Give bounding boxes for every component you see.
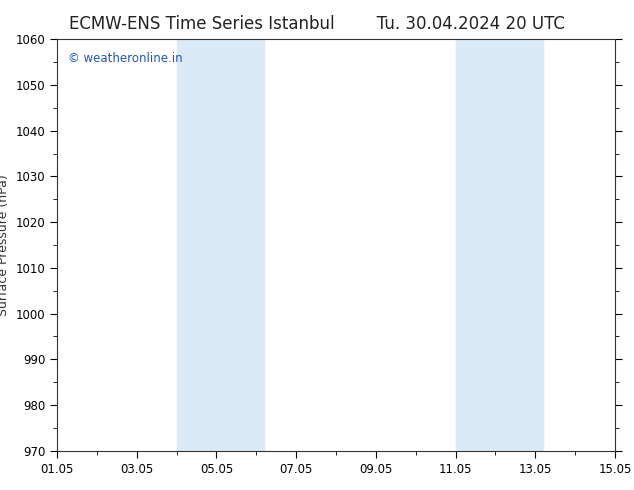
Bar xyxy=(221,39,264,451)
Bar xyxy=(500,39,543,451)
Text: © weatheronline.in: © weatheronline.in xyxy=(68,51,183,65)
Bar xyxy=(456,39,500,451)
Y-axis label: Surface Pressure (hPa): Surface Pressure (hPa) xyxy=(0,174,10,316)
Text: ECMW-ENS Time Series Istanbul        Tu. 30.04.2024 20 UTC: ECMW-ENS Time Series Istanbul Tu. 30.04.… xyxy=(69,15,565,33)
Bar xyxy=(177,39,221,451)
